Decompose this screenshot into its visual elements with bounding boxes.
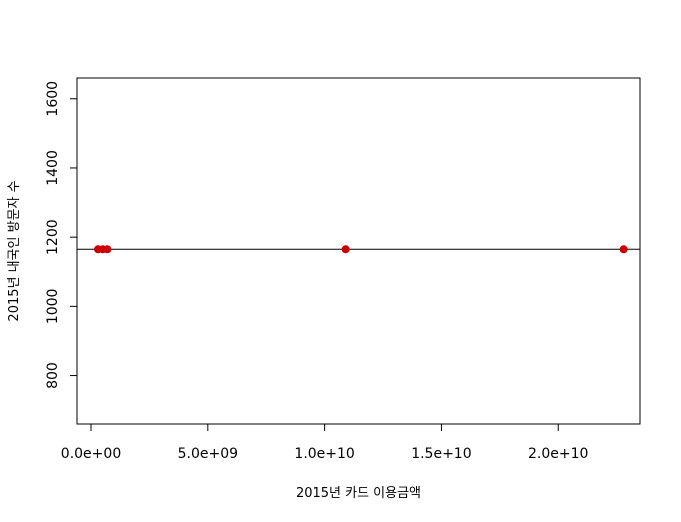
data-point <box>341 245 350 254</box>
y-tick-label: 800 <box>45 362 61 389</box>
x-tick-label: 1.5e+10 <box>411 446 471 462</box>
x-axis: 0.0e+00 5.0e+09 1.0e+10 1.5e+10 2.0e+10 <box>61 423 588 462</box>
y-axis: 800 1000 1200 1400 1600 <box>45 81 78 389</box>
y-tick-label: 1000 <box>45 289 61 325</box>
x-tick-label: 5.0e+09 <box>178 446 238 462</box>
data-points <box>94 245 628 254</box>
plot-area-frame <box>76 77 641 425</box>
data-point <box>619 245 628 254</box>
y-tick-label: 1600 <box>45 81 61 117</box>
x-axis-title: 2015년 카드 이용금액 <box>296 486 421 501</box>
y-axis-title: 2015년 내국인 방문자 수 <box>7 180 22 321</box>
data-point <box>103 245 112 254</box>
x-tick-label: 0.0e+00 <box>61 446 121 462</box>
y-tick-label: 1200 <box>45 219 61 255</box>
y-tick-label: 1400 <box>45 150 61 186</box>
x-tick-label: 1.0e+10 <box>294 446 354 462</box>
x-tick-label: 2.0e+10 <box>528 446 588 462</box>
